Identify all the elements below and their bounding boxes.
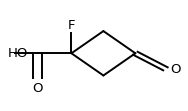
Text: O: O — [32, 82, 43, 95]
Text: O: O — [170, 63, 181, 76]
Text: HO: HO — [8, 47, 28, 60]
Text: F: F — [68, 19, 75, 32]
